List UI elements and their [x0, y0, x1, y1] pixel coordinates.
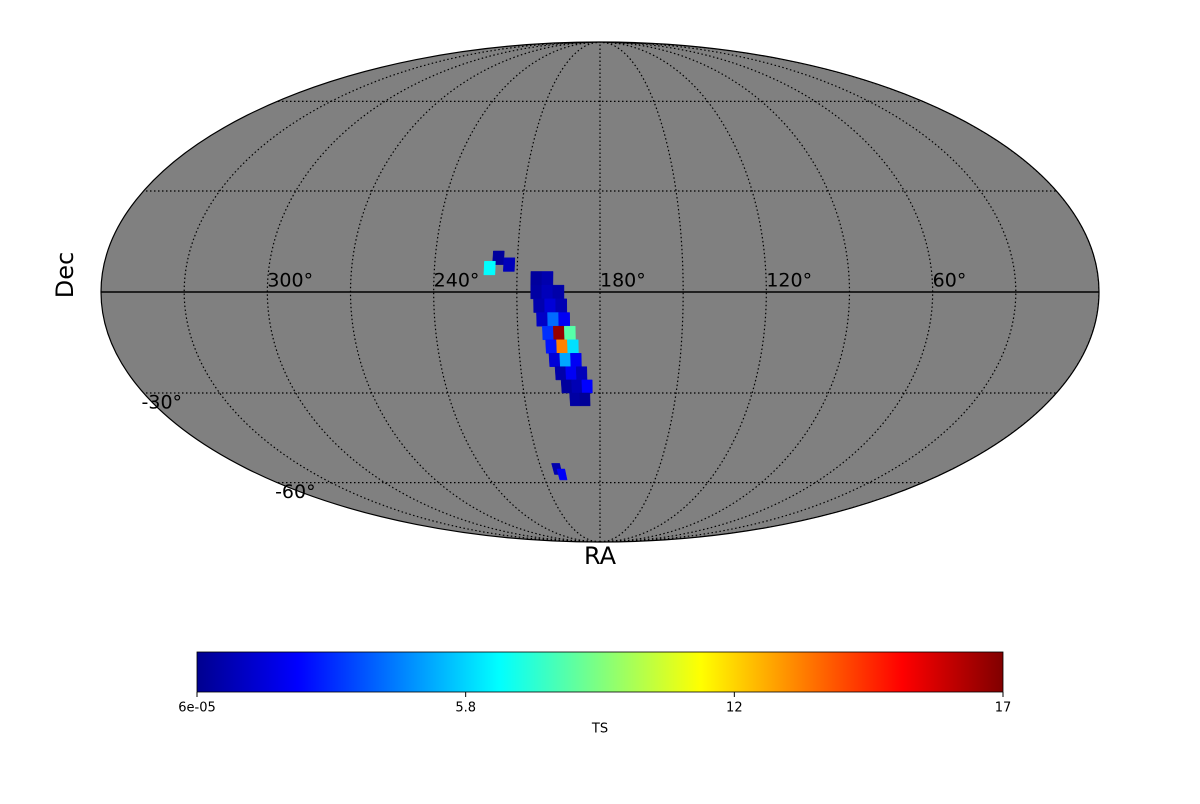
ts-cell — [565, 366, 577, 381]
ts-cell — [530, 284, 543, 300]
ts-cell — [533, 298, 545, 313]
meridian — [599, 42, 1017, 542]
colorbar — [196, 651, 1004, 693]
meridian — [599, 42, 684, 542]
ts-cell — [570, 353, 582, 367]
ts-cell — [564, 325, 576, 341]
ts-cell — [544, 298, 557, 313]
dec-tick-label: -60° — [275, 481, 316, 503]
ts-cell — [552, 284, 565, 300]
ts-cell — [556, 339, 569, 354]
ts-cell — [541, 271, 554, 286]
ts-cell — [553, 325, 565, 341]
colorbar-tick-label: 5.8 — [455, 701, 476, 716]
meridian — [599, 42, 767, 542]
ts-cell — [569, 392, 581, 407]
y-axis-label: Dec — [51, 252, 79, 298]
ts-cell — [581, 379, 593, 394]
ts-cell — [541, 284, 554, 300]
x-axis-label: RA — [584, 542, 617, 570]
ts-cell — [571, 379, 583, 394]
ra-tick-label: 180° — [600, 270, 646, 292]
ts-cell — [530, 271, 543, 286]
colorbar-tick-label: 17 — [995, 701, 1012, 716]
ts-cell — [567, 339, 579, 354]
ts-cell — [559, 353, 572, 367]
colorbar-tick-label: 12 — [726, 701, 743, 716]
ts-cell — [554, 366, 567, 381]
ts-cell — [560, 379, 573, 394]
ra-tick-label: 120° — [766, 270, 812, 292]
colorbar-label: TS — [591, 722, 608, 737]
colorbar-tick-label: 6e-05 — [178, 701, 216, 716]
meridian — [433, 42, 601, 542]
sky-border — [100, 41, 1100, 543]
ts-cell — [575, 366, 588, 381]
ts-cell — [536, 312, 549, 327]
ts-cell — [542, 325, 554, 341]
ts-cell — [483, 260, 496, 276]
dec-tick-label: -30° — [142, 391, 183, 413]
ts-cell — [555, 298, 568, 313]
ts-cell — [556, 468, 568, 481]
ts-cell — [545, 339, 558, 354]
ts-cell — [547, 312, 560, 327]
ra-tick-label: 300° — [267, 270, 313, 292]
ts-cell — [503, 257, 516, 272]
ra-tick-label: 240° — [434, 270, 480, 292]
ra-tick-label: 60° — [933, 270, 967, 292]
ts-cell — [558, 312, 571, 327]
ts-cell — [548, 353, 561, 367]
ts-cell — [579, 392, 591, 407]
